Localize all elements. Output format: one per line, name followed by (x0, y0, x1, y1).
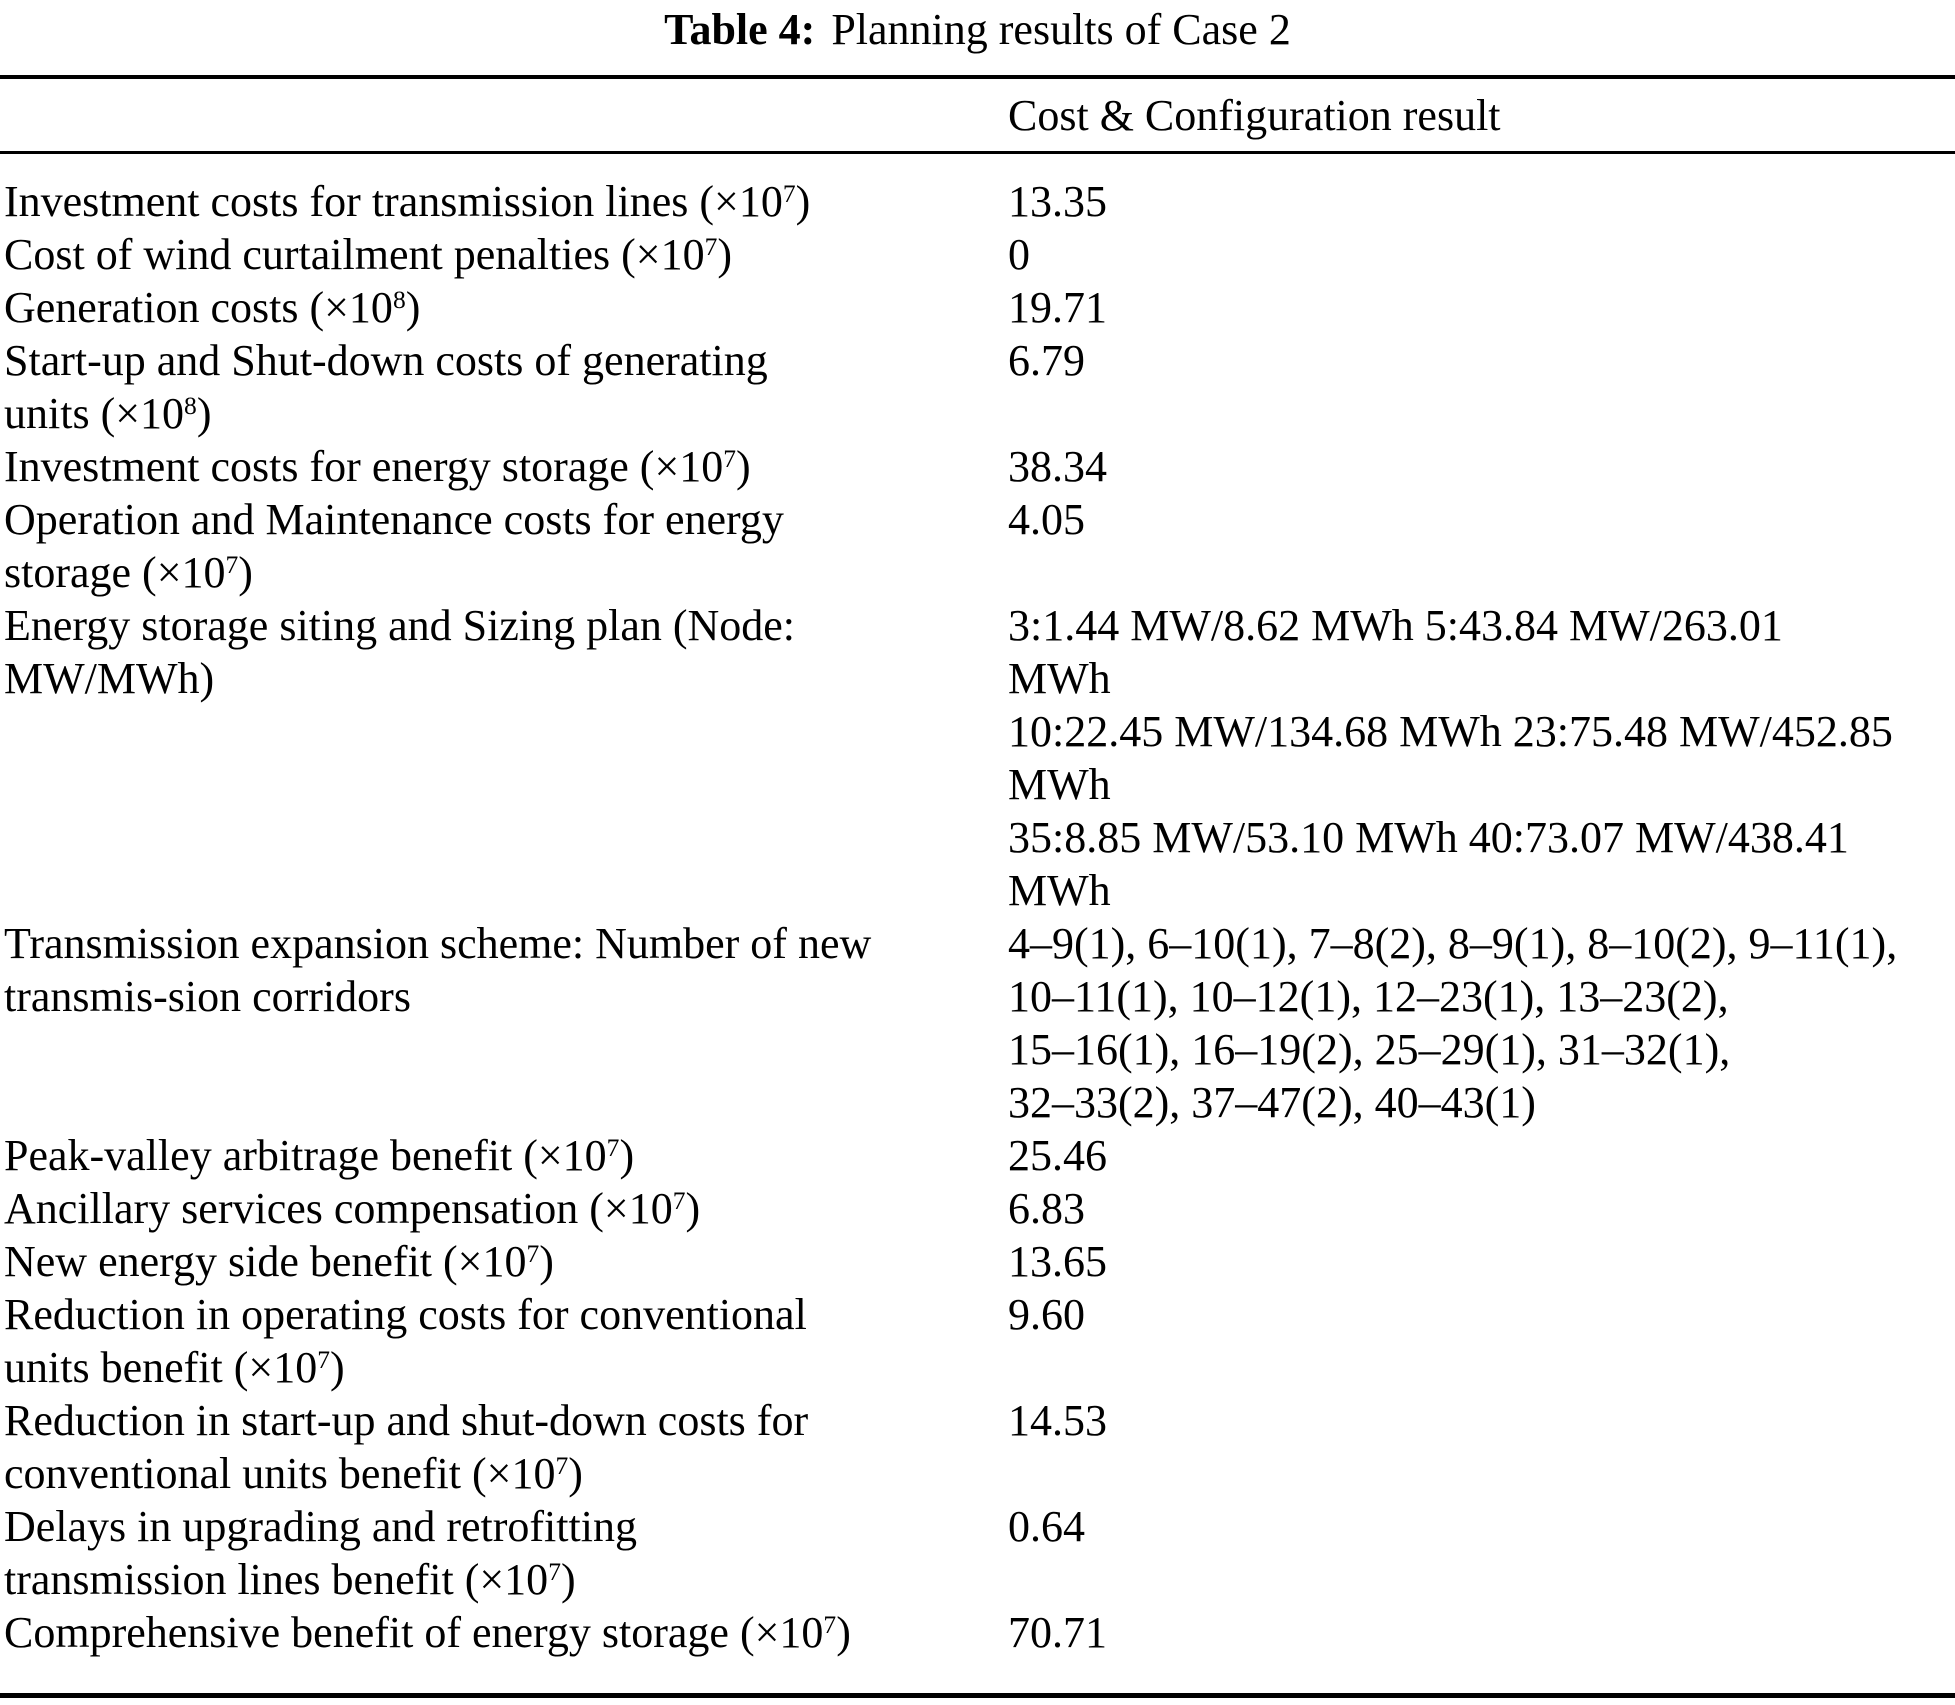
row-value: 0.64 (1008, 1502, 1085, 1551)
header-empty-cell (0, 89, 1008, 142)
row-value: 9.60 (1008, 1290, 1085, 1339)
table-caption: Table 4: Planning results of Case 2 (0, 3, 1955, 56)
row-label: Investment costs for energy storage (×10… (4, 442, 751, 491)
row-value: 6.79 (1008, 336, 1085, 385)
row-value: 70.71 (1008, 1608, 1107, 1657)
row-label: Operation and Maintenance costs for ener… (4, 495, 784, 597)
row-value: 6.83 (1008, 1184, 1085, 1233)
table-bottom-rule (0, 1693, 1955, 1698)
row-label: Reduction in start-up and shut-down cost… (4, 1396, 809, 1498)
row-label: Start-up and Shut-down costs of generati… (4, 336, 768, 438)
row-label: Peak-valley arbitrage benefit (×107) (4, 1131, 635, 1180)
row-label: New energy side benefit (×107) (4, 1237, 554, 1286)
table-header-rule (0, 151, 1955, 154)
table-caption-label: Table 4: (664, 5, 816, 54)
table-header-row: Cost & Configuration result (0, 79, 1955, 151)
row-value: 0 (1008, 230, 1030, 279)
table-caption-text: Planning results of Case 2 (831, 5, 1291, 54)
row-label: Energy storage siting and Sizing plan (N… (4, 601, 796, 703)
row-value: 19.71 (1008, 283, 1107, 332)
row-label: Cost of wind curtailment penalties (×107… (4, 230, 732, 279)
row-label: Transmission expansion scheme: Number of… (4, 919, 872, 1021)
row-value: 4–9(1), 6–10(1), 7–8(2), 8–9(1), 8–10(2)… (1008, 919, 1898, 1127)
row-value: 13.35 (1008, 177, 1107, 226)
row-label: Delays in upgrading and retrofitting tra… (4, 1502, 637, 1604)
row-label: Generation costs (×108) (4, 283, 421, 332)
row-label: Investment costs for transmission lines … (4, 177, 811, 226)
row-value: 38.34 (1008, 442, 1107, 491)
table-top-rule (0, 75, 1955, 79)
row-value: 4.05 (1008, 495, 1085, 544)
row-label: Reduction in operating costs for convent… (4, 1290, 807, 1392)
row-value: 3:1.44 MW/8.62 MWh 5:43.84 MW/263.01 MWh… (1008, 601, 1893, 915)
row-value: 13.65 (1008, 1237, 1107, 1286)
row-value: 14.53 (1008, 1396, 1107, 1445)
row-value: 25.46 (1008, 1131, 1107, 1180)
header-cost-configuration: Cost & Configuration result (1008, 91, 1501, 140)
row-label: Comprehensive benefit of energy storage … (4, 1608, 851, 1657)
row-label: Ancillary services compensation (×107) (4, 1184, 701, 1233)
table-body: Investment costs for transmission lines … (0, 154, 1955, 1659)
